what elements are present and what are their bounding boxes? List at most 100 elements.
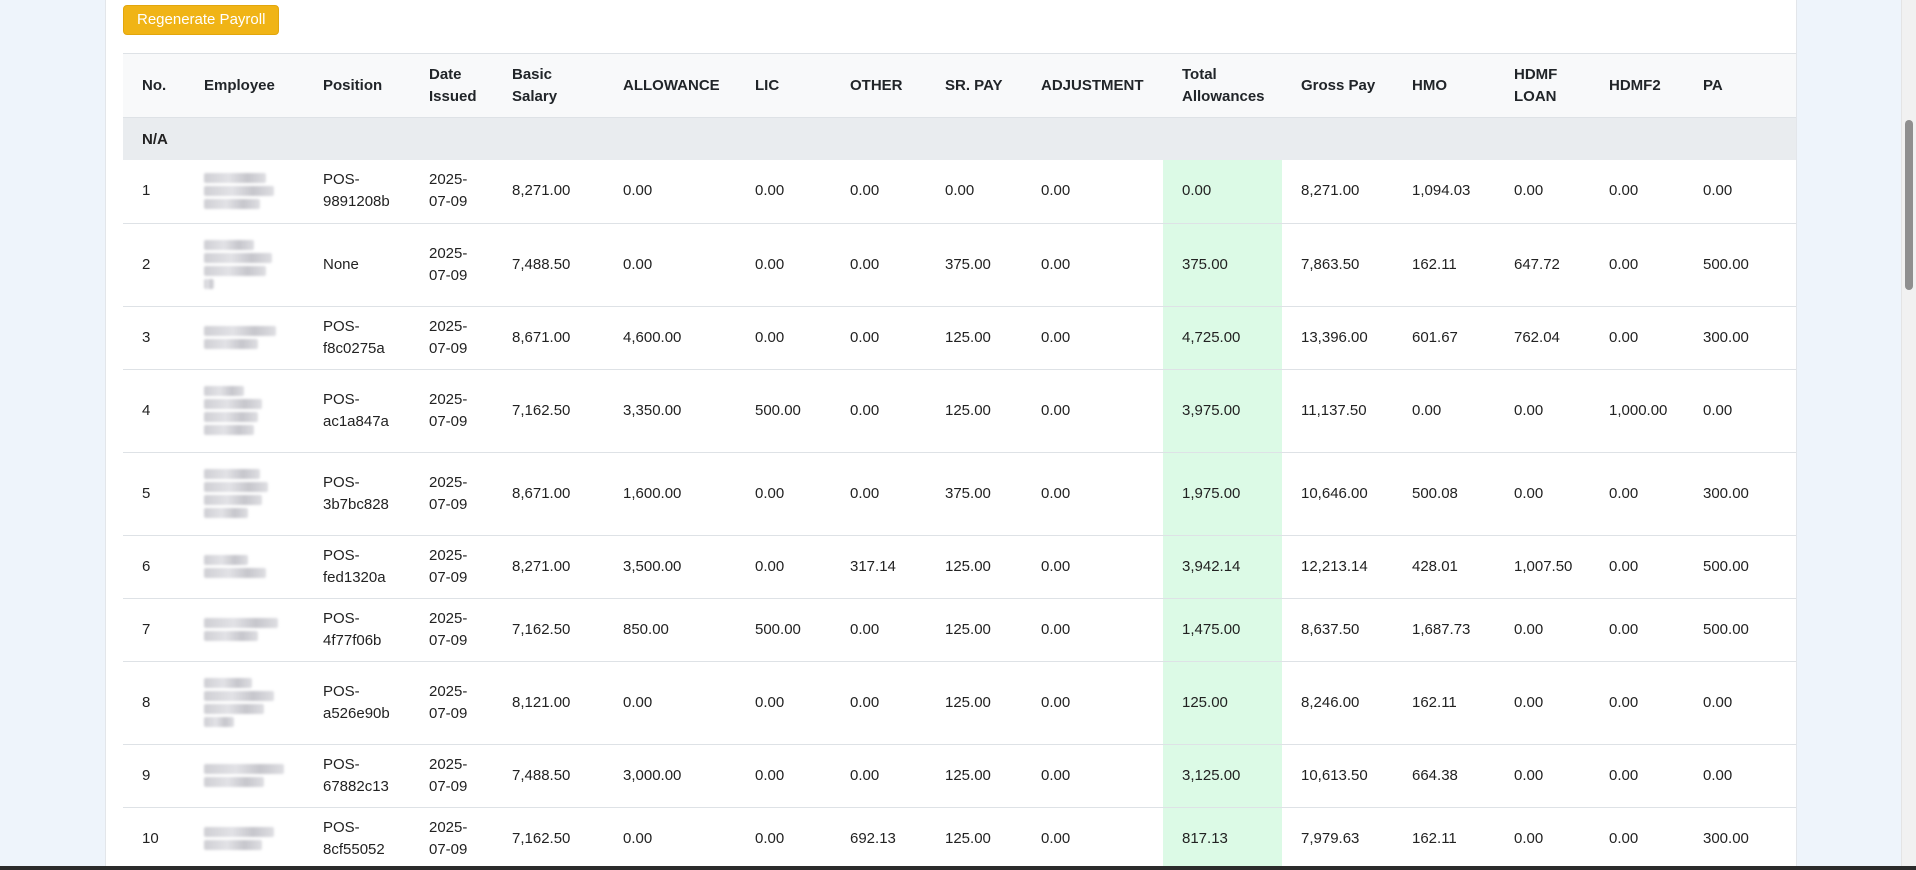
cell-date-issued: 2025-07-09 xyxy=(410,535,493,599)
redaction-bar xyxy=(204,326,276,336)
table-row[interactable]: 7 POS-4f77f06b 2025-07-09 7,162.50 850.00 500… xyxy=(123,598,1796,662)
employee-name-redacted xyxy=(204,240,282,289)
cell-allowance: 1,600.00 xyxy=(604,452,736,536)
cell-basic-salary: 7,488.50 xyxy=(493,744,604,808)
cell-lic: 0.00 xyxy=(736,223,831,307)
cell-date-issued: 2025-07-09 xyxy=(410,306,493,370)
cell-basic-salary: 7,162.50 xyxy=(493,807,604,866)
cell-no: 6 xyxy=(123,535,185,599)
cell-gross-pay: 7,863.50 xyxy=(1282,223,1393,307)
cell-position: POS-fed1320a xyxy=(304,535,410,599)
col-header-other[interactable]: OTHER xyxy=(831,53,926,118)
cell-total-allowances: 4,725.00 xyxy=(1163,306,1282,370)
cell-total-allowances: 125.00 xyxy=(1163,661,1282,745)
table-row[interactable]: 10 POS-8cf55052 2025-07-09 7,162.50 0.00 0.00… xyxy=(123,807,1796,866)
cell-hdmf2: 0.00 xyxy=(1590,306,1684,370)
cell-gross-pay: 7,979.63 xyxy=(1282,807,1393,866)
cell-pa: 0.00 xyxy=(1684,744,1796,808)
redaction-bar xyxy=(204,840,262,850)
cell-basic-salary: 7,488.50 xyxy=(493,223,604,307)
redaction-bar xyxy=(204,764,284,774)
employee-name-redacted xyxy=(204,764,284,787)
cell-adjustment: 0.00 xyxy=(1022,306,1163,370)
scrollbar-thumb[interactable] xyxy=(1905,120,1913,290)
cell-gross-pay: 13,396.00 xyxy=(1282,306,1393,370)
cell-no: 7 xyxy=(123,598,185,662)
cell-hmo: 1,094.03 xyxy=(1393,160,1495,224)
cell-gross-pay: 12,213.14 xyxy=(1282,535,1393,599)
cell-no: 1 xyxy=(123,160,185,224)
cell-employee xyxy=(185,160,304,224)
col-header-position[interactable]: Position xyxy=(304,53,410,118)
cell-lic: 0.00 xyxy=(736,744,831,808)
cell-pa: 0.00 xyxy=(1684,369,1796,453)
cell-other: 0.00 xyxy=(831,160,926,224)
cell-hdmf-loan: 762.04 xyxy=(1495,306,1590,370)
col-header-gross-pay[interactable]: Gross Pay xyxy=(1282,53,1393,118)
redaction-bar xyxy=(204,253,272,263)
table-row[interactable]: 9 POS-67882c13 2025-07-09 7,488.50 3,000.00 0… xyxy=(123,744,1796,808)
col-header-basic-salary[interactable]: Basic Salary xyxy=(493,53,604,118)
cell-total-allowances: 1,975.00 xyxy=(1163,452,1282,536)
col-header-adjustment[interactable]: ADJUSTMENT xyxy=(1022,53,1163,118)
employee-name-redacted xyxy=(204,827,282,850)
col-header-hdmf2[interactable]: HDMF2 xyxy=(1590,53,1684,118)
payroll-page: Regenerate Payroll xyxy=(105,0,1797,866)
cell-no: 3 xyxy=(123,306,185,370)
redaction-bar xyxy=(204,555,248,565)
cell-position: POS-a526e90b xyxy=(304,661,410,745)
col-header-sr-pay[interactable]: SR. PAY xyxy=(926,53,1022,118)
redaction-bar xyxy=(204,508,248,518)
cell-total-allowances: 3,942.14 xyxy=(1163,535,1282,599)
cell-adjustment: 0.00 xyxy=(1022,223,1163,307)
cell-hdmf2: 1,000.00 xyxy=(1590,369,1684,453)
cell-lic: 500.00 xyxy=(736,598,831,662)
cell-employee xyxy=(185,223,304,307)
table-row[interactable]: 8 POS-a526e90b 2025-07-09 8,121.00 0.00 0.00 0… xyxy=(123,661,1796,745)
table-row[interactable]: 2 None 2025-07-09 7,488.50 0.00 0.00 0.00 375.0… xyxy=(123,223,1796,307)
cell-date-issued: 2025-07-09 xyxy=(410,661,493,745)
col-header-hdmf-loan[interactable]: HDMF LOAN xyxy=(1495,53,1590,118)
cell-allowance: 3,500.00 xyxy=(604,535,736,599)
cell-hdmf2: 0.00 xyxy=(1590,535,1684,599)
col-header-hmo[interactable]: HMO xyxy=(1393,53,1495,118)
col-header-no[interactable]: No. xyxy=(123,53,185,118)
redaction-bar xyxy=(204,186,274,197)
employee-name-redacted xyxy=(204,386,282,435)
table-row[interactable]: 1 POS-9891208b 2025-07-09 8,271.00 0.00 0.00 0… xyxy=(123,160,1796,224)
cell-adjustment: 0.00 xyxy=(1022,807,1163,866)
cell-lic: 0.00 xyxy=(736,807,831,866)
cell-basic-salary: 8,271.00 xyxy=(493,160,604,224)
cell-basic-salary: 7,162.50 xyxy=(493,598,604,662)
cell-sr-pay: 375.00 xyxy=(926,452,1022,536)
vertical-scrollbar[interactable] xyxy=(1901,0,1916,866)
table-row[interactable]: 6 POS-fed1320a 2025-07-09 8,271.00 3,500.00 0… xyxy=(123,535,1796,599)
table-row[interactable]: 5 POS-3b7bc828 2025-07-09 8,671.00 1,600.00 0… xyxy=(123,452,1796,536)
cell-hmo: 500.08 xyxy=(1393,452,1495,536)
cell-gross-pay: 8,246.00 xyxy=(1282,661,1393,745)
table-row[interactable]: 3 POS-f8c0275a 2025-07-09 8,671.00 4,600.00 0… xyxy=(123,306,1796,370)
cell-sr-pay: 375.00 xyxy=(926,223,1022,307)
table-row[interactable]: 4 POS-ac1a847a 2025-07-09 7,162.50 3,350.00 5… xyxy=(123,369,1796,453)
redaction-bar xyxy=(204,827,274,837)
cell-lic: 500.00 xyxy=(736,369,831,453)
cell-hdmf-loan: 0.00 xyxy=(1495,807,1590,866)
cell-employee xyxy=(185,807,304,866)
employee-name-redacted xyxy=(204,469,282,518)
cell-hmo: 601.67 xyxy=(1393,306,1495,370)
col-header-pa[interactable]: PA xyxy=(1684,53,1796,118)
regenerate-payroll-button[interactable]: Regenerate Payroll xyxy=(123,5,280,35)
cell-allowance: 3,350.00 xyxy=(604,369,736,453)
col-header-date-issued[interactable]: Date Issued xyxy=(410,53,493,118)
cell-no: 10 xyxy=(123,807,185,866)
col-header-employee[interactable]: Employee xyxy=(185,53,304,118)
cell-hdmf-loan: 1,007.50 xyxy=(1495,535,1590,599)
col-header-total-allowances[interactable]: Total Allowances xyxy=(1163,53,1282,118)
cell-allowance: 4,600.00 xyxy=(604,306,736,370)
cell-employee xyxy=(185,452,304,536)
cell-hdmf-loan: 0.00 xyxy=(1495,598,1590,662)
cell-hdmf-loan: 0.00 xyxy=(1495,661,1590,745)
col-header-allowance[interactable]: ALLOWANCE xyxy=(604,53,736,118)
col-header-lic[interactable]: LIC xyxy=(736,53,831,118)
cell-other: 0.00 xyxy=(831,369,926,453)
